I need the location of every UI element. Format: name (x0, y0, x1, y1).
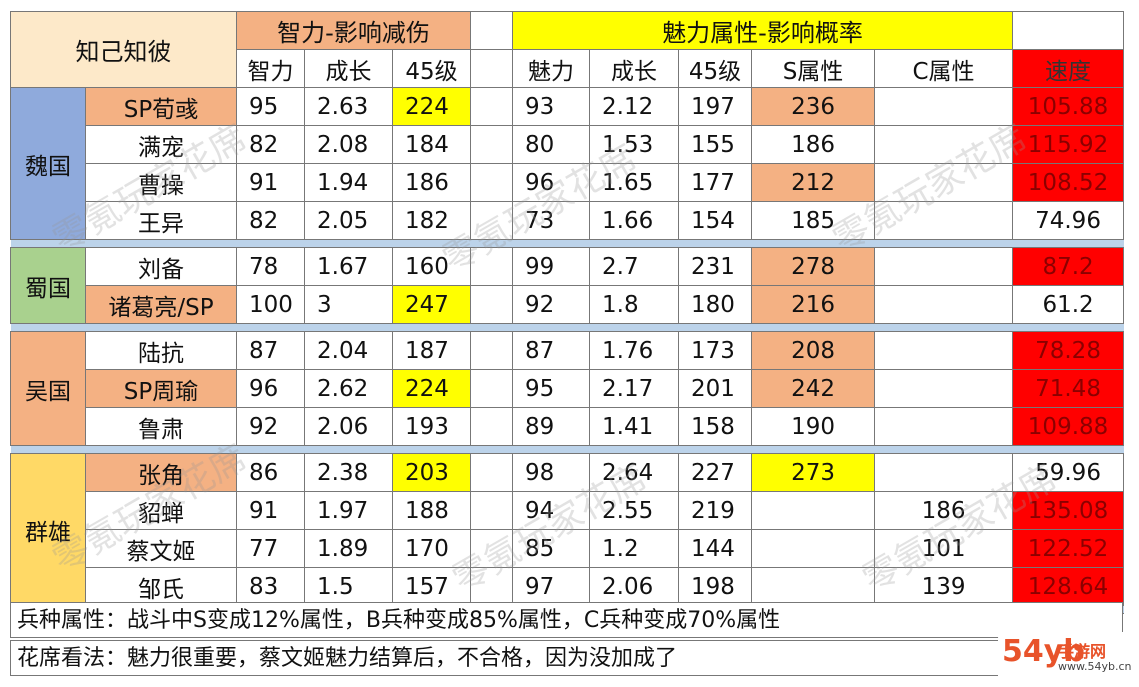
table-row: 蜀国 刘备 78 1.67 160 99 2.7 231 278 87.2 (10, 247, 1125, 324)
col-header: 智力 (236, 49, 305, 88)
corner-title: 知己知彼 (10, 11, 237, 88)
table-row: 曹操 91 1.94 186 96 1.65 177 212 108.52 (11, 163, 1125, 202)
table-row: 貂蝉 91 1.97 188 94 2.55 219 186 135.08 (11, 491, 1125, 530)
table-row: 群雄 张角 86 2.38 203 98 2.64 227 273 59.96 (10, 453, 1125, 606)
col-header: C属性 (874, 49, 1014, 88)
faction-wu: 吴国 (10, 331, 86, 446)
note-troop-attribute: 兵种属性：战斗中S变成12%属性，B兵种变成85%属性，C兵种变成70%属性 (10, 602, 1123, 638)
table-row: 王异 82 2.05 182 73 1.66 154 185 74.96 (11, 201, 1125, 240)
table-row: 蔡文姬 77 1.89 170 85 1.2 144 101 122.52 (11, 529, 1125, 568)
table-row: 满宠 82 2.08 184 80 1.53 155 186 115.92 (11, 125, 1125, 164)
table-row: 魏国 SP荀彧 95 2.63 224 93 2.12 197 236 105.… (10, 87, 1125, 240)
general-name: 王异 (85, 201, 237, 240)
col-header: 45级 (678, 49, 753, 88)
col-header: 成长 (304, 49, 393, 88)
general-name: 诸葛亮/SP (85, 285, 237, 324)
logo-mark: 54yb (1002, 634, 1085, 669)
table-row: 吴国 陆抗 87 2.04 187 87 1.76 173 208 78.28 (10, 331, 1125, 446)
header-row-2: 智力 成长 45级 魅力 成长 45级 S属性 C属性 速度 (11, 49, 1125, 88)
faction-wei: 魏国 (10, 87, 86, 240)
general-name: 张角 (85, 453, 237, 492)
site-logo: 54yb 手游网 www.54yb.cn (998, 632, 1136, 682)
header-row-1: 知己知彼 智力-影响减伤 魅力属性-影响概率 (10, 11, 1125, 88)
general-name: 鲁肃 (85, 407, 237, 446)
logo-text: 手游网 (1058, 642, 1107, 661)
general-name: 曹操 (85, 163, 237, 202)
table-row: 鲁肃 92 2.06 193 89 1.41 158 190 109.88 (11, 407, 1125, 446)
general-name: 刘备 (85, 247, 237, 286)
general-name: 蔡文姬 (85, 529, 237, 568)
general-name: 满宠 (85, 125, 237, 164)
general-name: 陆抗 (85, 331, 237, 370)
col-header: 成长 (589, 49, 680, 88)
separator (10, 445, 1124, 454)
col-header: S属性 (751, 49, 876, 88)
general-name: 邹氏 (85, 567, 237, 606)
faction-shu: 蜀国 (10, 247, 86, 324)
separator (10, 323, 1124, 332)
group-header-cha: 魅力属性-影响概率 (512, 11, 1014, 50)
table-row: 邹氏 83 1.5 157 97 2.06 198 139 128.64 (11, 567, 1125, 606)
logo-url: www.54yb.cn (1058, 660, 1132, 673)
general-name: 貂蝉 (85, 491, 237, 530)
faction-qun: 群雄 (10, 453, 86, 606)
general-name: SP周瑜 (85, 369, 237, 408)
col-header-speed: 速度 (1012, 49, 1125, 88)
note-author-opinion: 花席看法：魅力很重要，蔡文姬魅力结算后，不合格，因为没加成了 (10, 640, 1123, 676)
table-row: SP周瑜 96 2.62 224 95 2.17 201 242 71.48 (11, 369, 1125, 408)
col-header: 魅力 (512, 49, 591, 88)
separator (10, 239, 1124, 248)
col-header: 45级 (391, 49, 472, 88)
group-header-int: 智力-影响减伤 (235, 11, 472, 50)
stats-table: 知己知彼 智力-影响减伤 魅力属性-影响概率 智力 成长 45级 魅力 成长 4… (10, 11, 1125, 614)
general-name: SP荀彧 (85, 87, 237, 126)
table-row: 诸葛亮/SP 100 3 247 92 1.8 180 216 61.2 (11, 285, 1125, 324)
